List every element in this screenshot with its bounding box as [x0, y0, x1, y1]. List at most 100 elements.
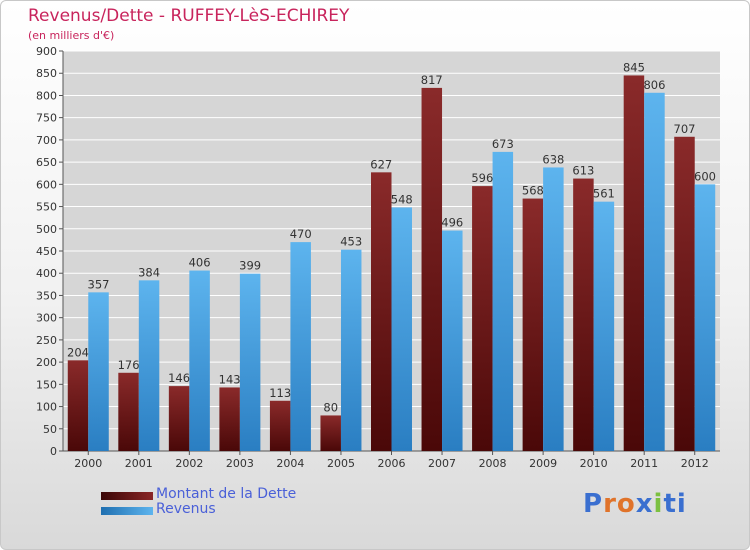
y-tick-label: 100: [36, 401, 57, 414]
bar-revenus: [543, 167, 564, 451]
y-tick-label: 400: [36, 267, 57, 280]
x-tick-label: 2008: [479, 457, 507, 470]
bar-dette: [674, 136, 695, 451]
legend-label-revenus: Revenus: [156, 501, 216, 517]
bar-revenus: [88, 292, 109, 451]
bar-revenus: [290, 242, 311, 451]
y-tick-label: 0: [50, 445, 57, 458]
bar-dette: [522, 198, 544, 451]
data-label: 561: [593, 187, 615, 201]
y-tick-label: 450: [36, 245, 57, 258]
data-label: 406: [189, 256, 211, 270]
logo-letter: x: [635, 489, 654, 519]
data-label: 399: [239, 259, 261, 273]
bar-dette: [421, 87, 443, 451]
bar-revenus: [644, 92, 665, 452]
data-label: 384: [138, 265, 160, 279]
y-tick-label: 50: [43, 423, 57, 436]
logo-letter: i: [676, 489, 687, 519]
legend-swatch-dette: [101, 492, 153, 500]
data-label: 80: [323, 400, 338, 414]
data-label: 600: [694, 169, 716, 183]
y-tick-label: 350: [36, 289, 57, 302]
data-label: 548: [391, 192, 413, 206]
data-label: 453: [340, 235, 362, 249]
bar-dette: [67, 360, 89, 451]
x-tick-label: 2000: [74, 457, 102, 470]
bar-revenus: [189, 270, 210, 451]
y-tick-label: 900: [36, 45, 57, 58]
data-label: 204: [67, 345, 89, 359]
data-label: 143: [219, 372, 241, 386]
logo-letter: r: [603, 489, 617, 519]
bar-revenus: [239, 273, 261, 451]
bar-revenus: [340, 249, 362, 451]
x-tick-label: 2003: [226, 457, 254, 470]
y-tick-label: 800: [36, 89, 57, 102]
data-label: 627: [370, 157, 392, 171]
bar-dette: [623, 75, 645, 451]
bar-dette: [320, 415, 341, 451]
y-tick-label: 650: [36, 156, 57, 169]
data-label: 596: [471, 171, 493, 185]
x-tick-label: 2009: [529, 457, 557, 470]
bar-revenus: [391, 207, 412, 451]
bar-dette: [371, 172, 392, 452]
bar-dette: [168, 386, 190, 451]
logo-letter: o: [616, 489, 636, 519]
logo-letter: i: [653, 489, 664, 519]
data-label: 357: [88, 277, 110, 291]
y-tick-label: 550: [36, 201, 57, 214]
legend-label-dette: Montant de la Dette: [156, 486, 297, 502]
x-tick-label: 2012: [681, 457, 709, 470]
x-tick-label: 2010: [580, 457, 608, 470]
bar-dette: [269, 400, 291, 451]
x-tick-label: 2007: [428, 457, 456, 470]
y-tick-label: 500: [36, 223, 57, 236]
bar-dette: [118, 372, 139, 451]
bar-dette: [573, 178, 594, 452]
x-tick-label: 2006: [378, 457, 406, 470]
data-label: 845: [623, 60, 645, 74]
y-tick-label: 700: [36, 134, 57, 147]
y-tick-label: 150: [36, 378, 57, 391]
data-label: 638: [542, 152, 564, 166]
proxiti-logo: Proxiti: [583, 489, 687, 519]
bar-revenus: [492, 151, 514, 451]
legend-swatch-revenus: [101, 507, 153, 515]
y-tick-label: 300: [36, 312, 57, 325]
x-tick-label: 2004: [276, 457, 304, 470]
data-label: 613: [572, 164, 594, 178]
data-label: 806: [643, 78, 665, 92]
chart-subtitle: (en milliers d'€): [28, 29, 115, 42]
x-tick-label: 2011: [630, 457, 658, 470]
logo-letter: P: [583, 489, 604, 519]
data-label: 568: [522, 184, 544, 198]
y-tick-label: 850: [36, 67, 57, 80]
y-tick-label: 200: [36, 356, 57, 369]
bar-revenus: [138, 280, 160, 451]
bar-dette: [472, 186, 493, 451]
x-tick-label: 2005: [327, 457, 355, 470]
chart-title: Revenus/Dette - RUFFEY-LèS-ECHIREY: [28, 6, 350, 26]
bar-revenus: [593, 201, 615, 451]
x-tick-label: 2001: [125, 457, 153, 470]
y-tick-label: 750: [36, 112, 57, 125]
bar-revenus: [694, 184, 716, 452]
data-label: 146: [168, 371, 190, 385]
data-label: 673: [492, 137, 514, 151]
y-tick-label: 250: [36, 334, 57, 347]
data-label: 470: [290, 227, 312, 241]
y-tick-label: 600: [36, 178, 57, 191]
data-label: 113: [269, 386, 291, 400]
data-label: 496: [441, 216, 463, 230]
logo-letter: t: [663, 489, 677, 519]
bar-revenus: [442, 230, 463, 451]
data-label: 817: [421, 73, 443, 87]
x-tick-label: 2002: [175, 457, 203, 470]
bar-dette: [219, 387, 240, 451]
data-label: 176: [118, 358, 140, 372]
data-label: 707: [674, 122, 696, 136]
